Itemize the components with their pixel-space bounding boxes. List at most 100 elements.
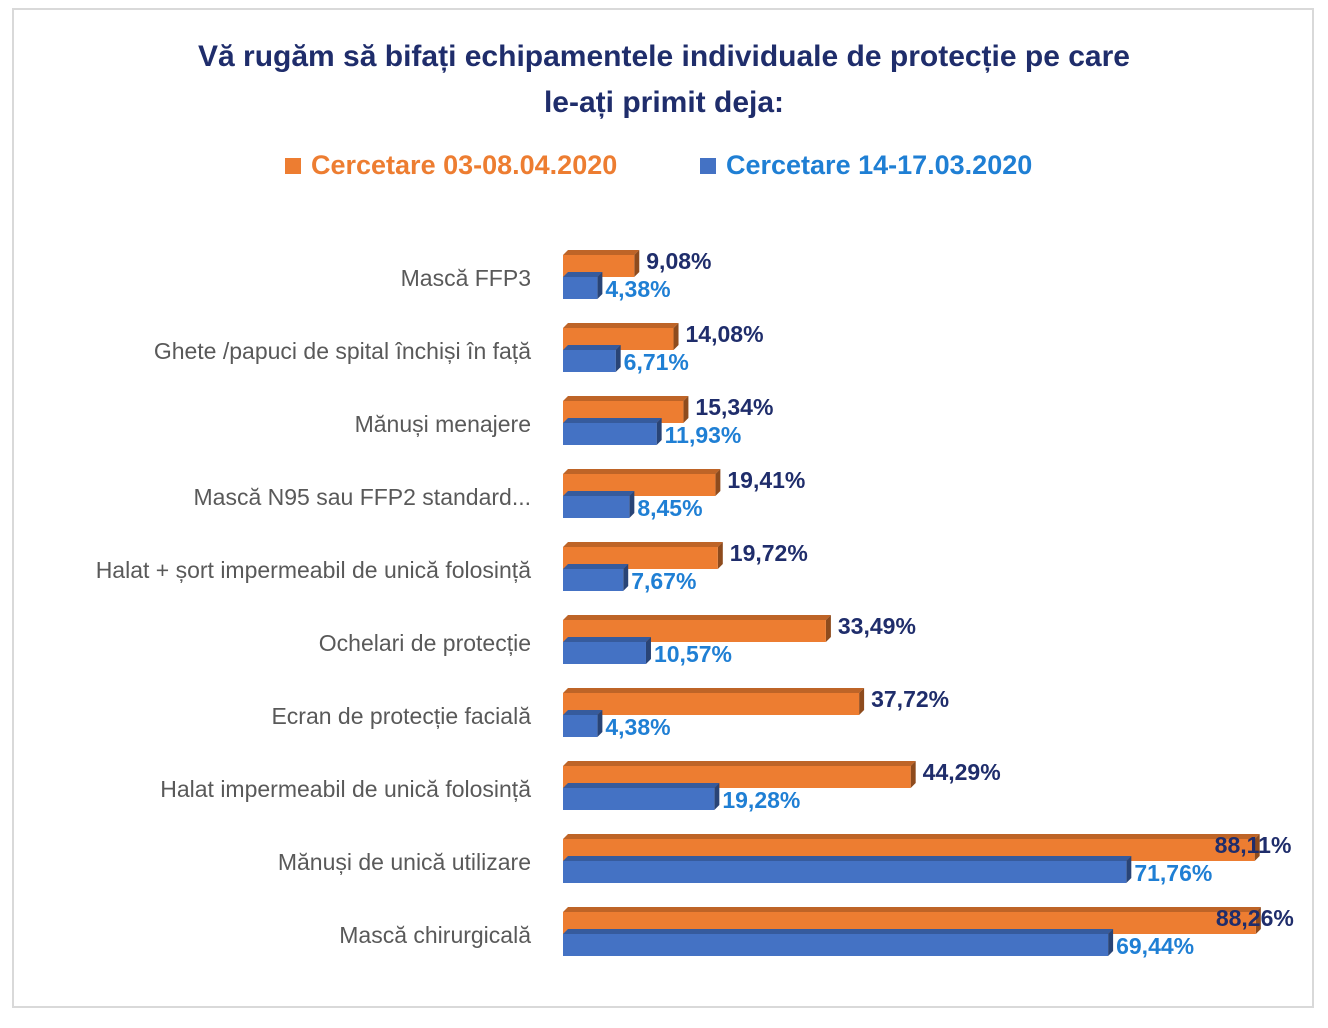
value-label: 4,38%	[605, 276, 670, 302]
bar-series-2	[563, 345, 621, 372]
chart-legend: Cercetare 03-08.04.2020 Cercetare 14-17.…	[0, 150, 1328, 190]
bar-side-face	[1126, 856, 1132, 883]
bar-front-face	[563, 934, 1109, 956]
bar-series-1	[563, 469, 721, 496]
value-label: 88,11%	[1215, 832, 1292, 858]
bar-series-2	[563, 929, 1114, 956]
value-label: 19,72%	[730, 540, 808, 566]
bar-series-1	[563, 761, 916, 788]
bar-series-2	[563, 491, 635, 518]
value-label: 19,41%	[727, 467, 805, 493]
bar-top-face	[563, 323, 679, 328]
bar-series-1	[563, 250, 640, 277]
bar-series-2	[563, 710, 603, 737]
bar-front-face	[563, 401, 684, 423]
bar-top-face	[563, 907, 1261, 912]
value-label: 4,38%	[605, 714, 670, 740]
bar-front-face	[563, 547, 718, 569]
bar-front-face	[563, 788, 715, 810]
bar-top-face	[563, 418, 662, 423]
category-label: Mască FFP3	[401, 265, 531, 291]
bar-front-face	[563, 474, 716, 496]
bar-top-face	[563, 250, 640, 255]
bar-series-2	[563, 272, 603, 299]
category-label: Ecran de protecție facială	[271, 703, 531, 729]
legend-item-series-1: Cercetare 03-08.04.2020	[285, 150, 617, 181]
value-label: 14,08%	[686, 321, 764, 347]
bar-top-face	[563, 710, 603, 715]
bar-side-face	[645, 637, 651, 664]
bar-series-2	[563, 856, 1132, 883]
bar-top-face	[563, 491, 635, 496]
value-label: 19,28%	[722, 787, 800, 813]
bar-front-face	[563, 693, 860, 715]
bar-front-face	[563, 328, 674, 350]
chart-title-line-1: Vă rugăm să bifați echipamentele individ…	[198, 40, 1130, 73]
bar-front-face	[563, 766, 911, 788]
bar-side-face	[717, 542, 723, 569]
bar-series-2	[563, 783, 720, 810]
category-label: Halat + șort impermeabil de unică folosi…	[96, 557, 532, 583]
bar-side-face	[715, 469, 721, 496]
bar-side-face	[1255, 907, 1261, 934]
legend-swatch-series-2	[700, 157, 716, 174]
bar-side-face	[1254, 834, 1260, 861]
value-label: 71,76%	[1134, 860, 1212, 886]
bar-side-face	[910, 761, 916, 788]
bar-series-2	[563, 418, 662, 445]
value-label: 10,57%	[654, 641, 732, 667]
category-label: Halat impermeabil de unică folosință	[160, 776, 531, 802]
category-label: Ochelari de protecție	[319, 630, 531, 656]
bar-top-face	[563, 929, 1114, 934]
category-label: Ghete /papuci de spital închiși în față	[154, 338, 531, 364]
value-label: 33,49%	[838, 613, 916, 639]
value-label: 11,93%	[665, 422, 742, 448]
bar-series-2	[563, 637, 651, 664]
bar-side-face	[714, 783, 720, 810]
bar-side-face	[623, 564, 629, 591]
category-label: Mănuși de unică utilizare	[278, 849, 531, 875]
bar-side-face	[656, 418, 662, 445]
bar-side-face	[859, 688, 865, 715]
bar-side-face	[673, 323, 679, 350]
chart-title-line-2: le-ați primit deja:	[543, 86, 785, 119]
bar-front-face	[563, 255, 635, 277]
bar-front-face	[563, 839, 1255, 861]
legend-item-series-2: Cercetare 14-17.03.2020	[700, 150, 1032, 181]
bar-top-face	[563, 469, 721, 474]
bar-front-face	[563, 715, 598, 737]
bar-top-face	[563, 688, 865, 693]
bar-series-1	[563, 615, 831, 642]
chart-title: Vă rugăm să bifați echipamentele individ…	[0, 34, 1328, 126]
bar-front-face	[563, 569, 624, 591]
bar-side-face	[615, 345, 621, 372]
bar-front-face	[563, 423, 657, 445]
bar-front-face	[563, 496, 630, 518]
value-label: 9,08%	[646, 248, 711, 274]
category-label: Mănuși menajere	[355, 411, 531, 437]
bar-side-face	[825, 615, 831, 642]
bar-front-face	[563, 350, 616, 372]
bar-side-face	[597, 272, 603, 299]
bar-front-face	[563, 861, 1127, 883]
value-label: 6,71%	[624, 349, 689, 375]
bar-series-1	[563, 323, 679, 350]
value-label: 15,34%	[695, 394, 773, 420]
value-label: 88,26%	[1216, 905, 1294, 931]
bar-top-face	[563, 761, 916, 766]
bar-side-face	[683, 396, 689, 423]
bar-series-2	[563, 564, 629, 591]
bar-top-face	[563, 856, 1132, 861]
bar-top-face	[563, 272, 603, 277]
category-label: Mască N95 sau FFP2 standard...	[194, 484, 532, 510]
bar-series-1	[563, 396, 689, 423]
bar-top-face	[563, 783, 720, 788]
legend-label-series-2: Cercetare 14-17.03.2020	[726, 150, 1033, 180]
bar-top-face	[563, 637, 651, 642]
bar-top-face	[563, 834, 1260, 839]
bar-front-face	[563, 642, 646, 664]
bar-front-face	[563, 912, 1256, 934]
bar-side-face	[634, 250, 640, 277]
bar-top-face	[563, 345, 621, 350]
